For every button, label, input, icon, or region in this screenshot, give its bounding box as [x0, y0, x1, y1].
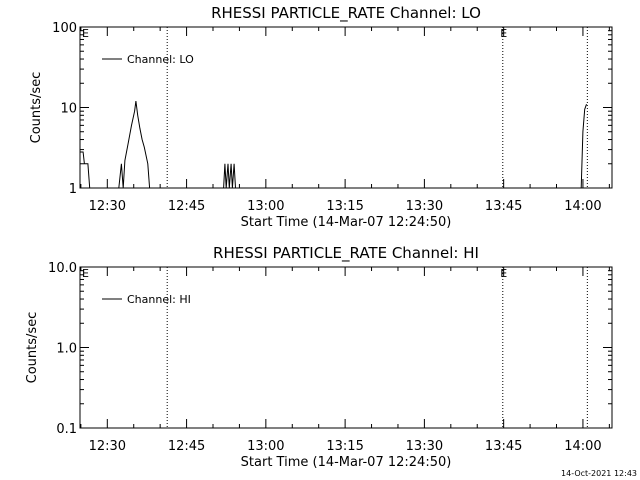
x-axis-label: Start Time (14-Mar-07 12:24:50)	[241, 215, 452, 230]
x-tick-label: 13:00	[247, 439, 284, 454]
x-tick-label: 13:45	[485, 439, 522, 454]
y-tick-label: 10	[60, 102, 77, 117]
plot-frame	[79, 26, 613, 189]
y-axis-label: Counts/sec	[25, 312, 40, 384]
x-tick-label: 12:45	[168, 199, 205, 214]
y-tick-label: 1	[69, 182, 77, 197]
y-axis-label: Counts/sec	[29, 72, 44, 144]
legend-label: Channel: LO	[127, 53, 194, 66]
y-tick-label: 1.0	[56, 342, 77, 357]
series-line	[80, 101, 587, 188]
x-tick-label: 13:45	[485, 199, 522, 214]
legend-label: Channel: HI	[127, 293, 191, 306]
x-tick-label: 14:00	[564, 199, 601, 214]
y-tick-label: 10.0	[48, 261, 77, 276]
x-tick-label: 13:00	[247, 199, 284, 214]
panel-1: RHESSI PARTICLE_RATE Channel: LO 1 10 100 12…	[29, 4, 613, 230]
vertical-marker-label: E	[500, 267, 507, 280]
x-tick-label: 13:15	[326, 439, 363, 454]
corner-marker: E	[82, 27, 89, 40]
x-tick-label: 12:45	[168, 439, 205, 454]
y-tick-label: 0.1	[56, 422, 77, 437]
x-axis-label: Start Time (14-Mar-07 12:24:50)	[241, 455, 452, 470]
footer-timestamp: 14-Oct-2021 12:43	[561, 469, 637, 478]
x-tick-label: 14:00	[564, 439, 601, 454]
corner-marker: E	[82, 267, 89, 280]
x-tick-label: 12:30	[89, 199, 126, 214]
panel-2: RHESSI PARTICLE_RATE Channel: HI 0.1 1.0 10…	[25, 244, 613, 470]
x-tick-label: 12:30	[89, 439, 126, 454]
y-tick-label: 100	[52, 21, 77, 36]
x-tick-label: 13:30	[406, 199, 443, 214]
chart-title: RHESSI PARTICLE_RATE Channel: HI	[213, 244, 479, 263]
plot-frame	[79, 266, 613, 429]
vertical-marker-label: E	[500, 27, 507, 40]
x-tick-label: 13:15	[326, 199, 363, 214]
x-tick-label: 13:30	[406, 439, 443, 454]
chart-title: RHESSI PARTICLE_RATE Channel: LO	[211, 4, 481, 23]
